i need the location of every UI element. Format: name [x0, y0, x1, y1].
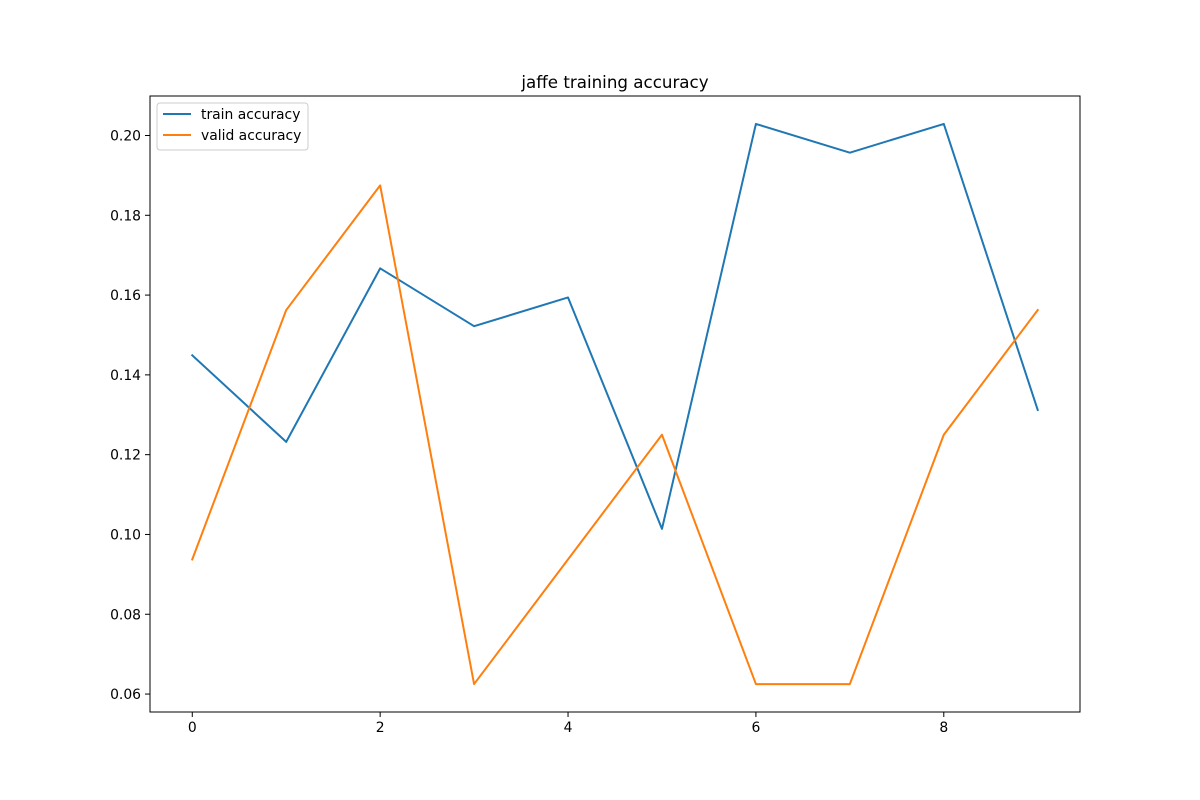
series-line-train-accuracy	[190, 122, 1039, 530]
y-axis: 0.06 0.08 0.10 0.12 0.14 0.16 0.18 0.20	[110, 128, 150, 703]
y-tick-label: 0.16	[110, 288, 141, 304]
y-tick-label: 0.14	[110, 368, 141, 384]
y-tick-label: 0.10	[110, 527, 141, 543]
series-layer	[190, 122, 1040, 686]
x-tick-label: 0	[188, 720, 197, 736]
x-tick-label: 4	[564, 720, 573, 736]
legend-box	[156, 102, 309, 151]
legend: train accuracy valid accuracy	[156, 102, 309, 151]
legend-label: valid accuracy	[201, 128, 301, 144]
x-tick-label: 8	[939, 720, 948, 736]
plot-frame	[149, 95, 1081, 713]
y-tick-label: 0.12	[110, 448, 141, 464]
chart-title: jaffe training accuracy	[520, 72, 708, 92]
y-tick-label: 0.18	[110, 208, 141, 224]
x-tick-label: 2	[376, 720, 385, 736]
y-tick-label: 0.08	[110, 607, 141, 623]
x-tick-label: 6	[751, 720, 760, 736]
y-tick-label: 0.06	[110, 687, 141, 703]
series-line-valid-accuracy	[190, 184, 1040, 686]
legend-label: train accuracy	[201, 107, 300, 123]
y-tick-label: 0.20	[110, 128, 141, 144]
x-axis: 0 2 4 6 8	[188, 712, 948, 736]
